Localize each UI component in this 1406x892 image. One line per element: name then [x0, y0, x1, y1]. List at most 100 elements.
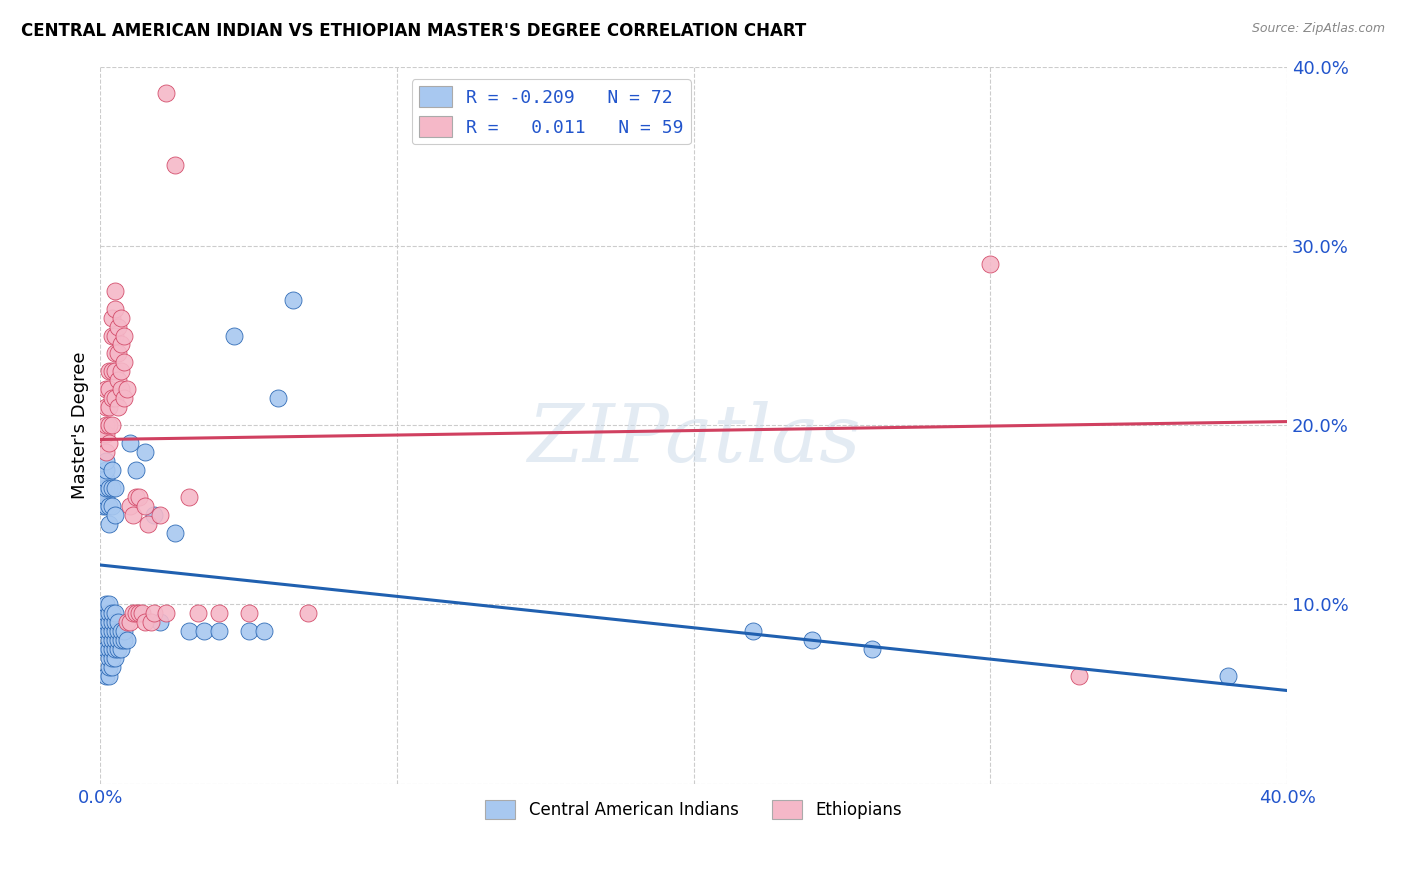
Point: [179, 490, 201, 504]
Point: [104, 284, 127, 298]
Point: [101, 633, 124, 648]
Point: [112, 328, 135, 343]
Point: [139, 615, 162, 630]
Point: [104, 346, 127, 360]
Point: [125, 463, 148, 477]
Point: [96, 427, 118, 442]
Point: [104, 508, 127, 522]
Legend: Central American Indians, Ethiopians: Central American Indians, Ethiopians: [479, 793, 908, 826]
Point: [163, 525, 186, 540]
Point: [134, 499, 156, 513]
Point: [98, 642, 121, 657]
Point: [267, 391, 290, 405]
Point: [104, 651, 127, 665]
Point: [101, 364, 124, 378]
Point: [208, 624, 231, 639]
Point: [107, 633, 129, 648]
Point: [98, 516, 121, 531]
Point: [98, 651, 121, 665]
Point: [155, 607, 177, 621]
Point: [101, 660, 124, 674]
Point: [98, 615, 121, 630]
Point: [104, 642, 127, 657]
Point: [222, 328, 245, 343]
Point: [238, 607, 260, 621]
Point: [98, 624, 121, 639]
Point: [101, 328, 124, 343]
Point: [101, 607, 124, 621]
Point: [101, 418, 124, 433]
Point: [101, 310, 124, 325]
Point: [96, 615, 118, 630]
Point: [115, 382, 138, 396]
Text: Source: ZipAtlas.com: Source: ZipAtlas.com: [1251, 22, 1385, 36]
Point: [98, 499, 121, 513]
Point: [134, 445, 156, 459]
Point: [149, 615, 172, 630]
Point: [238, 624, 260, 639]
Point: [110, 642, 132, 657]
Point: [96, 445, 118, 459]
Point: [122, 607, 145, 621]
Point: [112, 355, 135, 369]
Point: [122, 508, 145, 522]
Point: [101, 624, 124, 639]
Point: [101, 651, 124, 665]
Point: [110, 382, 132, 396]
Point: [96, 401, 118, 415]
Point: [96, 472, 118, 486]
Point: [110, 364, 132, 378]
Point: [125, 607, 148, 621]
Point: [179, 624, 201, 639]
Point: [107, 346, 129, 360]
Point: [1216, 669, 1239, 683]
Point: [96, 607, 118, 621]
Point: [104, 301, 127, 316]
Point: [134, 615, 156, 630]
Point: [283, 293, 305, 307]
Point: [104, 633, 127, 648]
Point: [96, 463, 118, 477]
Point: [91, 427, 114, 442]
Point: [104, 364, 127, 378]
Point: [297, 607, 319, 621]
Point: [104, 328, 127, 343]
Point: [101, 615, 124, 630]
Point: [96, 454, 118, 468]
Point: [98, 660, 121, 674]
Point: [98, 633, 121, 648]
Point: [110, 337, 132, 351]
Point: [742, 624, 765, 639]
Point: [208, 607, 231, 621]
Point: [101, 642, 124, 657]
Point: [91, 490, 114, 504]
Point: [98, 418, 121, 433]
Point: [107, 401, 129, 415]
Point: [98, 364, 121, 378]
Point: [104, 391, 127, 405]
Point: [193, 624, 215, 639]
Text: CENTRAL AMERICAN INDIAN VS ETHIOPIAN MASTER'S DEGREE CORRELATION CHART: CENTRAL AMERICAN INDIAN VS ETHIOPIAN MAS…: [21, 22, 806, 40]
Point: [104, 615, 127, 630]
Point: [187, 607, 209, 621]
Point: [96, 418, 118, 433]
Point: [98, 607, 121, 621]
Point: [118, 615, 141, 630]
Point: [107, 373, 129, 387]
Point: [101, 391, 124, 405]
Point: [96, 490, 118, 504]
Point: [96, 642, 118, 657]
Point: [1069, 669, 1091, 683]
Point: [98, 598, 121, 612]
Point: [149, 508, 172, 522]
Point: [98, 481, 121, 495]
Point: [118, 499, 141, 513]
Point: [104, 624, 127, 639]
Point: [107, 319, 129, 334]
Point: [107, 615, 129, 630]
Point: [128, 490, 150, 504]
Point: [104, 481, 127, 495]
Point: [115, 633, 138, 648]
Point: [131, 607, 153, 621]
Point: [107, 624, 129, 639]
